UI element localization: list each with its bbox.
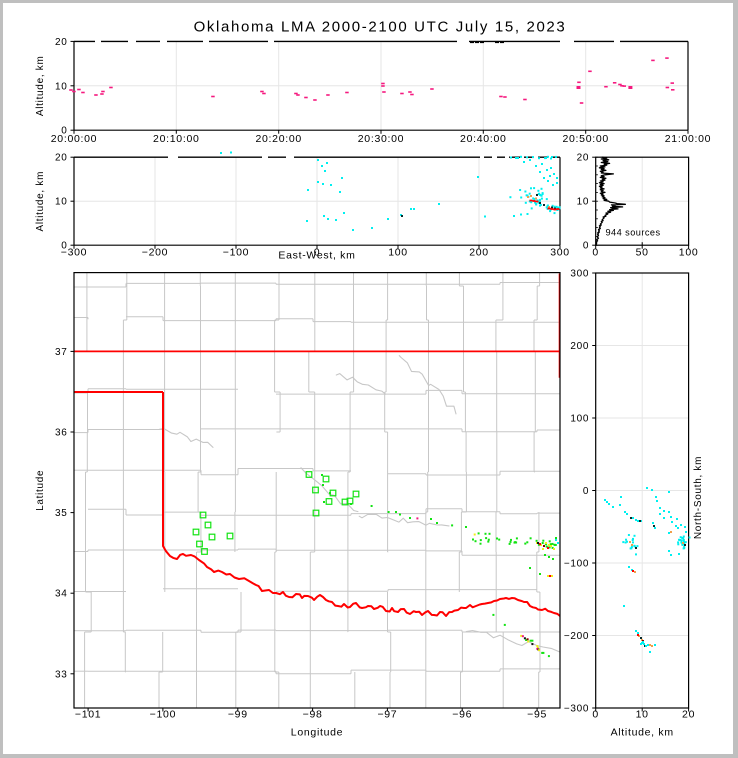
- svg-text:200: 200: [469, 247, 489, 259]
- svg-text:Latitude: Latitude: [35, 470, 46, 511]
- svg-text:20:20:00: 20:20:00: [255, 133, 301, 145]
- svg-text:0: 0: [583, 241, 589, 252]
- svg-text:−101: −101: [75, 709, 101, 721]
- svg-text:100: 100: [570, 414, 589, 425]
- svg-text:0: 0: [592, 247, 599, 259]
- svg-text:20:00:00: 20:00:00: [51, 133, 97, 145]
- svg-text:0: 0: [592, 709, 599, 721]
- svg-text:300: 300: [550, 247, 570, 259]
- svg-text:East-West, km: East-West, km: [278, 250, 355, 262]
- svg-text:100: 100: [388, 247, 408, 259]
- svg-text:21:00:00: 21:00:00: [665, 133, 711, 145]
- svg-text:35: 35: [55, 508, 68, 519]
- svg-text:10: 10: [636, 709, 649, 721]
- svg-text:20:40:00: 20:40:00: [460, 133, 506, 145]
- svg-text:−100: −100: [150, 709, 176, 721]
- svg-text:−96: −96: [452, 709, 472, 721]
- svg-text:36: 36: [55, 428, 68, 439]
- svg-text:North-South, km: North-South, km: [693, 456, 704, 539]
- svg-text:Altitude, km: Altitude, km: [35, 55, 46, 116]
- svg-text:34: 34: [55, 589, 68, 600]
- svg-text:33: 33: [55, 669, 68, 680]
- svg-text:944 sources: 944 sources: [606, 228, 661, 238]
- svg-text:−95: −95: [527, 709, 547, 721]
- svg-text:−98: −98: [303, 709, 323, 721]
- svg-text:Altitude, km: Altitude, km: [611, 727, 674, 739]
- svg-text:−97: −97: [377, 709, 397, 721]
- svg-text:−100: −100: [223, 247, 249, 259]
- svg-text:−200: −200: [564, 631, 589, 642]
- svg-text:−99: −99: [228, 709, 248, 721]
- svg-text:300: 300: [570, 269, 589, 280]
- svg-text:200: 200: [570, 341, 589, 352]
- svg-text:20:30:00: 20:30:00: [358, 133, 404, 145]
- svg-text:Oklahoma LMA 2000-2100 UTC Jul: Oklahoma LMA 2000-2100 UTC July 15, 2023: [194, 19, 567, 36]
- svg-text:10: 10: [577, 197, 590, 208]
- svg-text:50: 50: [636, 247, 649, 259]
- svg-text:0: 0: [314, 247, 321, 259]
- svg-text:20:10:00: 20:10:00: [153, 133, 199, 145]
- svg-text:100: 100: [679, 247, 699, 259]
- svg-text:−300: −300: [61, 247, 87, 259]
- svg-text:0: 0: [61, 126, 67, 137]
- svg-text:20:50:00: 20:50:00: [562, 133, 608, 145]
- svg-text:20: 20: [55, 37, 68, 48]
- svg-text:10: 10: [55, 197, 68, 208]
- svg-text:Altitude, km: Altitude, km: [35, 171, 46, 232]
- svg-text:10: 10: [55, 81, 68, 92]
- svg-text:−200: −200: [142, 247, 168, 259]
- svg-text:0: 0: [61, 241, 67, 252]
- svg-text:0: 0: [583, 486, 589, 497]
- svg-text:20: 20: [55, 153, 68, 164]
- svg-text:37: 37: [55, 347, 68, 358]
- svg-text:Longitude: Longitude: [291, 727, 343, 739]
- svg-text:20: 20: [682, 709, 695, 721]
- svg-text:−100: −100: [564, 559, 589, 570]
- svg-text:−300: −300: [564, 704, 589, 715]
- svg-text:20: 20: [577, 153, 590, 164]
